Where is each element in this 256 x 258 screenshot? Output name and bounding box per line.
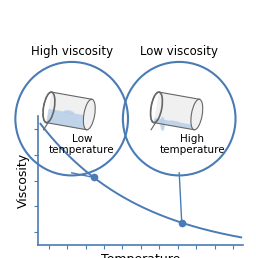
Text: Low
temperature: Low temperature [49,134,115,155]
Text: Low viscosity: Low viscosity [140,45,218,58]
Text: High
temperature: High temperature [159,134,225,155]
Text: High viscosity: High viscosity [31,45,113,58]
Y-axis label: Viscosity: Viscosity [17,153,30,208]
X-axis label: Temperature: Temperature [101,253,180,258]
